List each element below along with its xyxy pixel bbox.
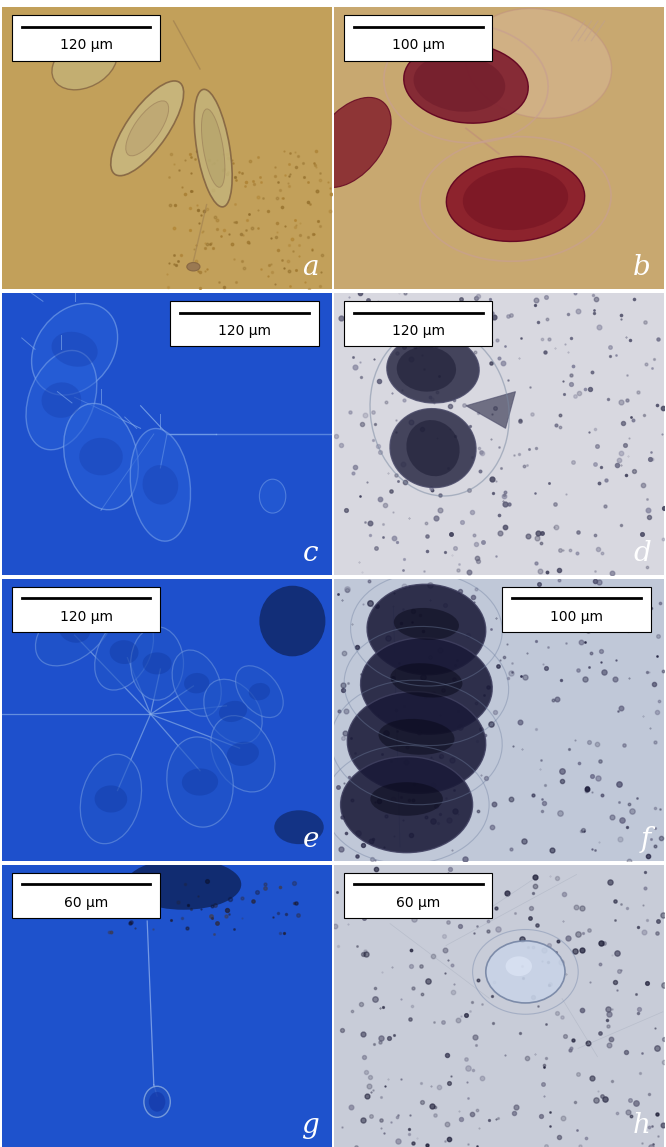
Ellipse shape — [143, 465, 178, 505]
Ellipse shape — [394, 608, 459, 640]
Ellipse shape — [397, 346, 456, 391]
Text: e: e — [302, 826, 319, 852]
Ellipse shape — [259, 479, 286, 513]
Ellipse shape — [51, 331, 98, 367]
Bar — [344, 873, 492, 919]
Text: 100 μm: 100 μm — [392, 38, 445, 52]
Ellipse shape — [95, 614, 153, 690]
Text: b: b — [633, 253, 651, 281]
Ellipse shape — [486, 941, 565, 1002]
Ellipse shape — [463, 167, 568, 231]
Ellipse shape — [143, 653, 172, 674]
Ellipse shape — [35, 593, 114, 666]
Ellipse shape — [95, 786, 127, 812]
Text: f: f — [641, 826, 651, 852]
Bar — [12, 873, 161, 919]
Ellipse shape — [126, 859, 241, 910]
Bar — [12, 587, 161, 632]
Bar — [344, 302, 492, 346]
Ellipse shape — [414, 55, 505, 111]
Ellipse shape — [184, 673, 209, 694]
Ellipse shape — [248, 682, 270, 701]
Ellipse shape — [219, 701, 247, 721]
Ellipse shape — [404, 44, 528, 123]
Ellipse shape — [194, 89, 232, 206]
Ellipse shape — [505, 957, 532, 976]
Ellipse shape — [406, 420, 460, 476]
Ellipse shape — [172, 650, 221, 717]
Ellipse shape — [340, 757, 473, 852]
Ellipse shape — [79, 438, 123, 475]
Ellipse shape — [111, 81, 184, 175]
Text: g: g — [301, 1111, 319, 1139]
Polygon shape — [466, 391, 515, 428]
Text: 60 μm: 60 μm — [64, 896, 109, 910]
Ellipse shape — [31, 304, 118, 395]
Bar — [12, 15, 161, 61]
Ellipse shape — [80, 755, 142, 844]
Text: 120 μm: 120 μm — [60, 610, 113, 624]
Ellipse shape — [347, 692, 486, 794]
Text: 100 μm: 100 μm — [550, 610, 603, 624]
Ellipse shape — [131, 429, 190, 541]
Ellipse shape — [227, 742, 259, 766]
Bar — [344, 15, 492, 61]
Text: a: a — [302, 253, 319, 281]
Ellipse shape — [131, 626, 184, 700]
Ellipse shape — [367, 584, 486, 674]
Ellipse shape — [41, 382, 81, 418]
Ellipse shape — [387, 335, 479, 403]
Ellipse shape — [378, 719, 454, 755]
Ellipse shape — [370, 782, 443, 816]
Ellipse shape — [390, 663, 462, 697]
Text: 120 μm: 120 μm — [218, 323, 271, 338]
Ellipse shape — [64, 404, 139, 509]
Ellipse shape — [52, 37, 117, 89]
Ellipse shape — [310, 97, 391, 187]
Ellipse shape — [446, 156, 585, 242]
Ellipse shape — [186, 263, 200, 271]
Ellipse shape — [59, 616, 91, 642]
Text: h: h — [633, 1111, 651, 1139]
Ellipse shape — [166, 736, 233, 827]
Ellipse shape — [211, 716, 275, 791]
Ellipse shape — [259, 586, 326, 656]
Ellipse shape — [236, 665, 283, 718]
Ellipse shape — [126, 101, 168, 156]
Text: d: d — [633, 540, 651, 567]
Ellipse shape — [182, 768, 218, 796]
Ellipse shape — [390, 408, 476, 487]
Ellipse shape — [110, 640, 139, 664]
Ellipse shape — [204, 679, 262, 743]
Ellipse shape — [360, 638, 492, 734]
Ellipse shape — [466, 8, 611, 118]
Text: 120 μm: 120 μm — [392, 323, 445, 338]
Ellipse shape — [26, 351, 97, 450]
Text: c: c — [303, 540, 319, 567]
Ellipse shape — [149, 1092, 165, 1111]
Text: 120 μm: 120 μm — [60, 38, 113, 52]
Text: 60 μm: 60 μm — [396, 896, 440, 910]
Bar — [170, 302, 319, 346]
Bar — [502, 587, 651, 632]
Ellipse shape — [202, 109, 225, 187]
Ellipse shape — [274, 810, 324, 844]
Ellipse shape — [144, 1086, 170, 1117]
